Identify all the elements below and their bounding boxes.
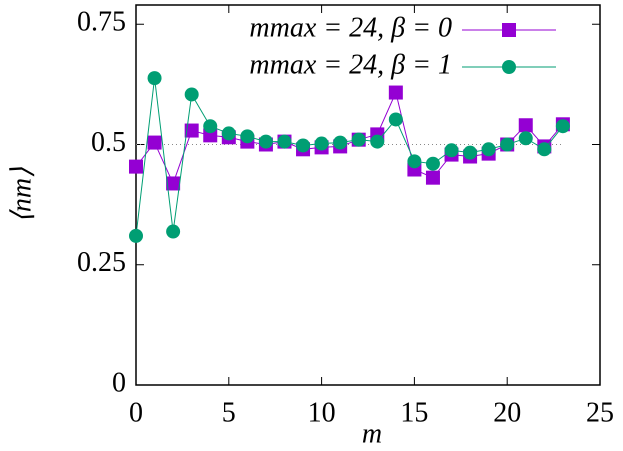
data-point [166, 224, 181, 239]
y-tick-label: 0.75 [77, 7, 126, 38]
data-point [221, 126, 236, 141]
legend-label: mmax = 24, β = 0 [249, 12, 452, 43]
x-tick-label: 15 [400, 397, 428, 428]
x-axis-label: m [362, 418, 382, 449]
data-point [370, 134, 385, 149]
data-point [518, 118, 533, 133]
y-tick-label: 0.5 [91, 127, 126, 158]
data-point [147, 135, 162, 150]
data-point [425, 156, 440, 171]
data-point [240, 129, 255, 144]
data-point [333, 135, 348, 150]
data-point [481, 142, 496, 157]
series-line [135, 78, 564, 236]
x-tick-label: 20 [493, 397, 521, 428]
data-point [555, 119, 570, 134]
x-tick-label: 5 [222, 397, 236, 428]
x-tick-label: 25 [586, 397, 614, 428]
data-point [277, 134, 292, 149]
legend-marker [502, 60, 516, 74]
data-point [129, 228, 143, 243]
x-tick-label: 0 [129, 397, 143, 428]
data-point [166, 176, 181, 191]
data-point [296, 138, 311, 153]
data-point [314, 136, 329, 151]
data-point [129, 159, 143, 174]
plot-frame [135, 4, 601, 386]
data-point [351, 132, 366, 147]
y-axis-label: ⟨nm⟩ [6, 167, 37, 223]
y-tick-label: 0.25 [77, 247, 126, 278]
data-point [147, 71, 162, 86]
legend-marker [502, 23, 516, 37]
y-tick-label: 0 [112, 367, 126, 398]
x-tick-label: 10 [308, 397, 336, 428]
data-point [388, 112, 403, 127]
series-line [135, 90, 564, 185]
data-point [425, 170, 440, 185]
data-point [388, 85, 403, 100]
data-point [184, 87, 199, 102]
data-point [518, 131, 533, 146]
data-point [444, 143, 459, 158]
data-point [463, 145, 478, 160]
data-point [203, 119, 218, 134]
data-point [500, 137, 515, 152]
data-point [407, 154, 422, 169]
data-point [537, 142, 552, 157]
data-point [184, 123, 199, 138]
legend-label: mmax = 24, β = 1 [249, 49, 452, 80]
data-point [258, 134, 273, 149]
